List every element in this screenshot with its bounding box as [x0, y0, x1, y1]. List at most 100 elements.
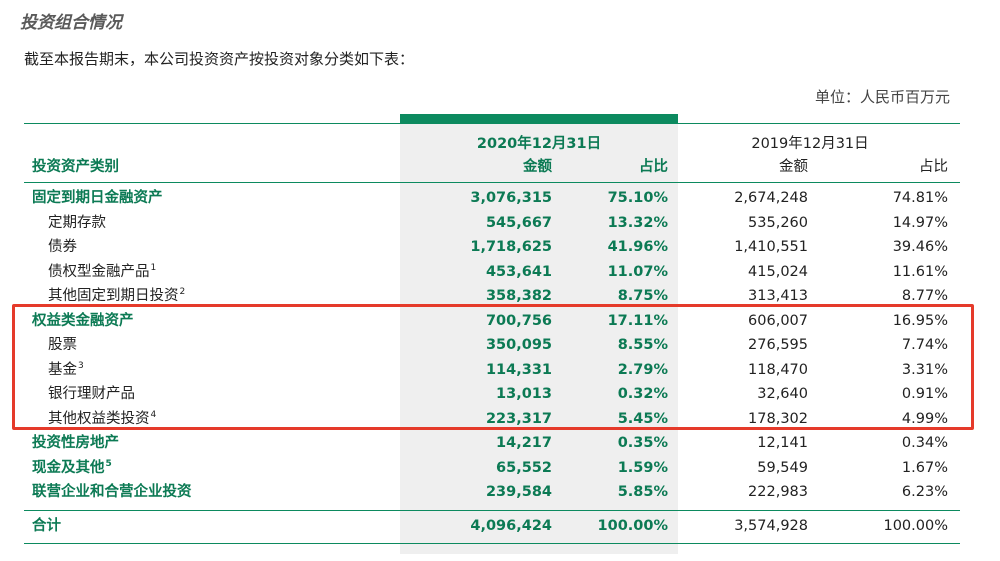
- amount-previous: 222,983: [748, 484, 808, 500]
- ratio-current: 0.35%: [617, 435, 668, 451]
- table-header-row: 投资资产类别 金额 占比 金额 占比: [24, 155, 960, 179]
- row-label-text: 现金及其他: [32, 459, 105, 476]
- table-row: 银行理财产品 13,013 0.32% 32,640 0.91%: [24, 382, 960, 406]
- row-label: 固定到期日金融资产: [32, 186, 163, 210]
- ratio-previous: 11.61%: [892, 263, 948, 280]
- footnote-marker: 2: [179, 287, 186, 298]
- row-label: 其他权益类投资4: [48, 407, 156, 431]
- row-label-text: 股票: [48, 337, 77, 353]
- row-label-text: 联营企业和合营企业投资: [32, 484, 192, 500]
- footnote-marker: 5: [105, 458, 112, 469]
- row-label: 债券: [48, 235, 77, 259]
- header-amount-previous: 金额: [779, 159, 808, 175]
- amount-current: 350,095: [485, 337, 552, 353]
- ratio-current: 5.85%: [617, 484, 668, 500]
- table-row: 债券 1,718,625 41.96% 1,410,551 39.46%: [24, 235, 960, 259]
- amount-previous: 12,141: [757, 435, 808, 451]
- section-title: 投资组合情况: [20, 13, 122, 33]
- ratio-current: 75.10%: [607, 190, 668, 206]
- amount-current: 14,217: [496, 435, 552, 451]
- ratio-previous: 1.67%: [901, 459, 948, 476]
- table-bottom-rule: [24, 543, 960, 544]
- table-top-rule: [24, 123, 960, 124]
- ratio-previous: 14.97%: [892, 214, 948, 231]
- unit-label: 单位：人民币百万元: [814, 88, 950, 106]
- row-label-text: 权益类金融资产: [32, 312, 134, 329]
- row-label-text: 其他权益类投资: [48, 410, 150, 427]
- table-row: 现金及其他5 65,552 1.59% 59,549 1.67%: [24, 456, 960, 480]
- ratio-previous: 0.34%: [901, 435, 948, 451]
- current-period-shade: [400, 114, 678, 554]
- total-amount-current: 4,096,424: [470, 518, 552, 534]
- amount-current: 114,331: [485, 361, 552, 378]
- ratio-current: 0.32%: [617, 386, 668, 402]
- row-label-text: 债券: [48, 239, 77, 255]
- ratio-current: 8.55%: [617, 337, 668, 353]
- table-row: 定期存款 545,667 13.32% 535,260 14.97%: [24, 211, 960, 235]
- amount-previous: 1,410,551: [734, 239, 808, 255]
- amount-current: 1,718,625: [470, 239, 552, 255]
- amount-current: 13,013: [496, 386, 552, 402]
- ratio-previous: 7.74%: [901, 337, 948, 353]
- row-label: 投资性房地产: [32, 431, 119, 455]
- highlight-box: [12, 304, 974, 430]
- amount-previous: 59,549: [757, 459, 808, 476]
- table-row: 联营企业和合营企业投资 239,584 5.85% 222,983 6.23%: [24, 480, 960, 504]
- amount-previous: 535,260: [748, 214, 808, 231]
- table-row: 投资性房地产 14,217 0.35% 12,141 0.34%: [24, 431, 960, 455]
- ratio-current: 11.07%: [607, 263, 668, 280]
- ratio-current: 5.45%: [617, 410, 668, 427]
- ratio-previous: 4.99%: [901, 410, 948, 427]
- amount-previous: 178,302: [748, 410, 808, 427]
- total-ratio-current: 100.00%: [597, 518, 668, 534]
- row-label-text: 银行理财产品: [48, 386, 135, 402]
- table-row: 债权型金融产品1 453,641 11.07% 415,024 11.61%: [24, 260, 960, 284]
- row-label-text: 固定到期日金融资产: [32, 190, 163, 206]
- ratio-current: 41.96%: [607, 239, 668, 255]
- ratio-current: 17.11%: [607, 312, 668, 329]
- ratio-previous: 3.31%: [901, 361, 948, 378]
- amount-current: 700,756: [485, 312, 552, 329]
- row-label-text: 其他固定到期日投资: [48, 288, 179, 304]
- header-category: 投资资产类别: [32, 159, 119, 175]
- amount-current: 453,641: [485, 263, 552, 280]
- footnote-marker: 4: [150, 409, 157, 420]
- table-row: 基金3 114,331 2.79% 118,470 3.31%: [24, 358, 960, 382]
- amount-previous: 2,674,248: [734, 190, 808, 206]
- row-label: 现金及其他5: [32, 456, 112, 480]
- row-label: 银行理财产品: [48, 382, 135, 406]
- amount-current: 545,667: [485, 214, 552, 231]
- ratio-previous: 16.95%: [892, 312, 948, 329]
- table-row: 股票 350,095 8.55% 276,595 7.74%: [24, 333, 960, 357]
- header-period-previous: 2019年12月31日: [751, 136, 869, 152]
- table-row: 其他固定到期日投资2 358,382 8.75% 313,413 8.77%: [24, 284, 960, 308]
- amount-previous: 276,595: [748, 337, 808, 353]
- ratio-current: 13.32%: [607, 214, 668, 231]
- amount-current: 65,552: [496, 459, 552, 476]
- amount-current: 239,584: [485, 484, 552, 500]
- ratio-previous: 0.91%: [901, 386, 948, 402]
- current-period-bar: [400, 114, 678, 124]
- amount-previous: 606,007: [748, 312, 808, 329]
- amount-current: 358,382: [485, 288, 552, 304]
- intro-text: 截至本报告期末，本公司投资资产按投资对象分类如下表：: [24, 50, 415, 68]
- ratio-previous: 74.81%: [892, 190, 948, 206]
- header-ratio-current: 占比: [639, 159, 668, 175]
- total-row: 合计 4,096,424 100.00% 3,574,928 100.00%: [24, 514, 960, 538]
- row-label: 其他固定到期日投资2: [48, 284, 185, 308]
- footnote-marker: 1: [150, 262, 157, 273]
- header-ratio-previous: 占比: [919, 159, 948, 175]
- total-rule: [24, 510, 960, 511]
- ratio-previous: 39.46%: [892, 239, 948, 255]
- amount-current: 223,317: [485, 410, 552, 427]
- ratio-current: 8.75%: [617, 288, 668, 304]
- table-row: 固定到期日金融资产 3,076,315 75.10% 2,674,248 74.81%: [24, 186, 960, 210]
- row-label-text: 定期存款: [48, 214, 106, 231]
- row-label: 债权型金融产品1: [48, 260, 156, 284]
- row-label: 联营企业和合营企业投资: [32, 480, 192, 504]
- amount-previous: 313,413: [748, 288, 808, 304]
- row-label: 定期存款: [48, 211, 106, 235]
- header-rule: [24, 182, 960, 183]
- table-row: 其他权益类投资4 223,317 5.45% 178,302 4.99%: [24, 407, 960, 431]
- ratio-previous: 8.77%: [901, 288, 948, 304]
